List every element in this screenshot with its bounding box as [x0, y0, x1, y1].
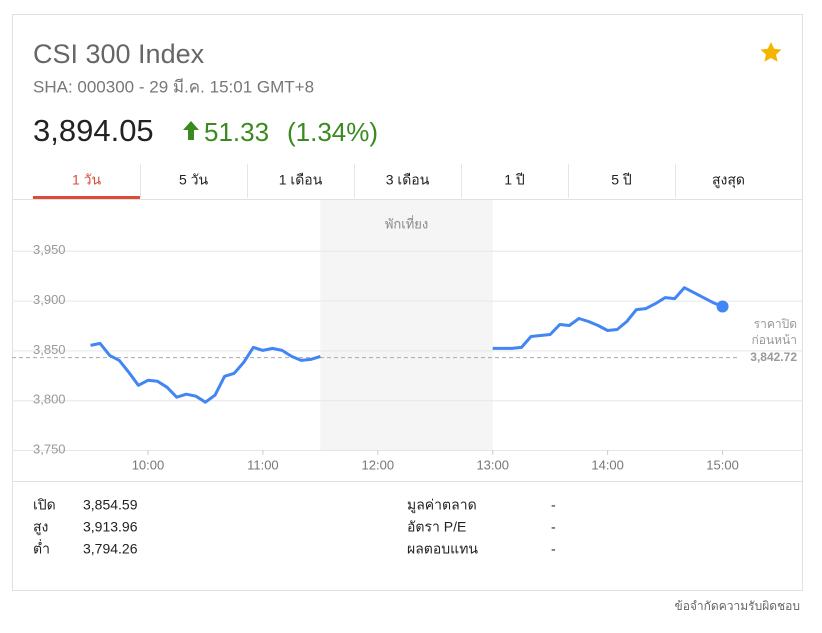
- stat-value: -: [551, 541, 556, 557]
- prev-close-value: 3,842.72: [750, 350, 797, 364]
- disclaimer[interactable]: ข้อจำกัดความรับผิดชอบ: [674, 599, 800, 613]
- tab-bg[interactable]: [461, 164, 568, 198]
- tab[interactable]: 3 เดือน: [354, 164, 461, 198]
- y-tick-label: 3,750: [33, 441, 66, 456]
- star[interactable]: [760, 42, 782, 62]
- tab-bg[interactable]: [675, 164, 782, 198]
- tab[interactable]: 1 ปี: [461, 164, 568, 198]
- tab-label[interactable]: 5 ปี: [611, 172, 632, 188]
- x-tick-label: 10:00: [132, 457, 165, 472]
- tab-bg[interactable]: [247, 164, 354, 198]
- change-pct: (1.34%): [287, 117, 378, 147]
- x-tick-label: 14:00: [591, 457, 624, 472]
- x-tick-label: 12:00: [362, 457, 395, 472]
- x-tick-label: 11:00: [247, 457, 279, 472]
- change: 51.33: [204, 117, 269, 147]
- stat-label: มูลค่าตลาด: [407, 497, 477, 514]
- subtitle: SHA: 000300 - 29 มี.ค. 15:01 GMT+8: [33, 77, 314, 96]
- stats: เปิด 3,854.59 สูง 3,913.96 ต่ำ 3,794.26 มูลค่า…: [33, 497, 556, 557]
- tab-label[interactable]: 3 เดือน: [386, 172, 430, 188]
- tab-underline: [33, 196, 140, 199]
- prev-close-label: ราคาปิด: [754, 317, 797, 331]
- up-arrow: [183, 121, 199, 140]
- tab-label[interactable]: สูงสุด: [712, 172, 745, 189]
- tab[interactable]: สูงสุด: [675, 164, 782, 198]
- break-label: พักเที่ยง: [385, 215, 428, 231]
- y-tick-label: 3,900: [33, 292, 66, 307]
- last-point: [716, 300, 729, 313]
- x-tick-label: 15:00: [706, 457, 739, 472]
- tab[interactable]: 5 วัน: [140, 164, 247, 198]
- tab-label[interactable]: 1 เดือน: [279, 172, 323, 188]
- tab[interactable]: 5 ปี: [568, 164, 675, 198]
- tabs: 1 วัน 5 วัน 1 เดือน 3 เดือน 1 ปี 5 ปี สูงสุด: [33, 164, 782, 199]
- x-tick-label: 13:00: [476, 457, 509, 472]
- lunch-break: [320, 200, 493, 450]
- y-tick-label: 3,950: [33, 242, 66, 257]
- stat-value: 3,913.96: [83, 519, 138, 535]
- plot: พักเที่ยง 3,750 3,800 3,850 3,900 3,950 10:00 1…: [12, 200, 803, 472]
- tab-label[interactable]: 1 ปี: [504, 172, 525, 188]
- tab-bg[interactable]: [33, 164, 140, 198]
- stat-label: ต่ำ: [33, 540, 50, 557]
- tab-bg[interactable]: [568, 164, 675, 198]
- tab-bg[interactable]: [354, 164, 461, 198]
- stat-label: เปิด: [33, 497, 56, 513]
- tab-label[interactable]: 5 วัน: [179, 172, 209, 188]
- y-tick-label: 3,850: [33, 342, 66, 357]
- title: CSI 300 Index: [33, 39, 205, 69]
- prev-close-label: ก่อนหน้า: [751, 333, 797, 347]
- price-line: [90, 286, 724, 404]
- stat-label: สูง: [33, 519, 48, 536]
- stat-value: 3,794.26: [83, 541, 138, 557]
- price: 3,894.05: [33, 113, 154, 148]
- stat-value: -: [551, 497, 556, 513]
- stat-label: อัตรา P/E: [407, 519, 466, 535]
- stat-value: -: [551, 519, 556, 535]
- stat-value: 3,854.59: [83, 497, 138, 513]
- y-tick-label: 3,800: [33, 392, 66, 407]
- tab[interactable]: 1 เดือน: [247, 164, 354, 198]
- stat-label: ผลตอบแทน: [407, 541, 478, 557]
- tab[interactable]: 1 วัน: [33, 164, 140, 199]
- tab-bg[interactable]: [140, 164, 247, 198]
- tab-label[interactable]: 1 วัน: [72, 172, 102, 188]
